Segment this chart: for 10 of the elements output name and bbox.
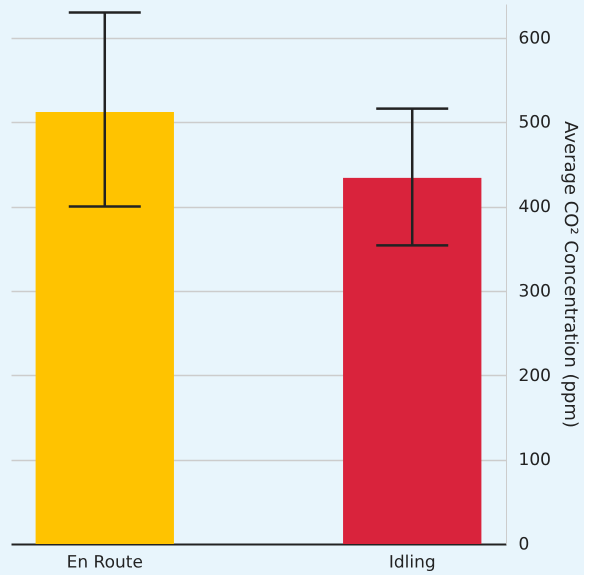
- y-tick-label: 300: [518, 281, 551, 302]
- y-tick-label: 600: [518, 28, 551, 48]
- y-axis-title: Average CO² Concentration (ppm): [560, 121, 581, 428]
- y-tick-label: 200: [518, 366, 551, 386]
- x-tick-label: Idling: [388, 552, 436, 572]
- x-tick-label: En Route: [66, 552, 143, 572]
- y-tick-label: 0: [518, 534, 530, 554]
- y-tick-label: 100: [518, 450, 551, 470]
- y-tick-label: 500: [518, 112, 551, 133]
- y-tick-label: 400: [518, 197, 551, 217]
